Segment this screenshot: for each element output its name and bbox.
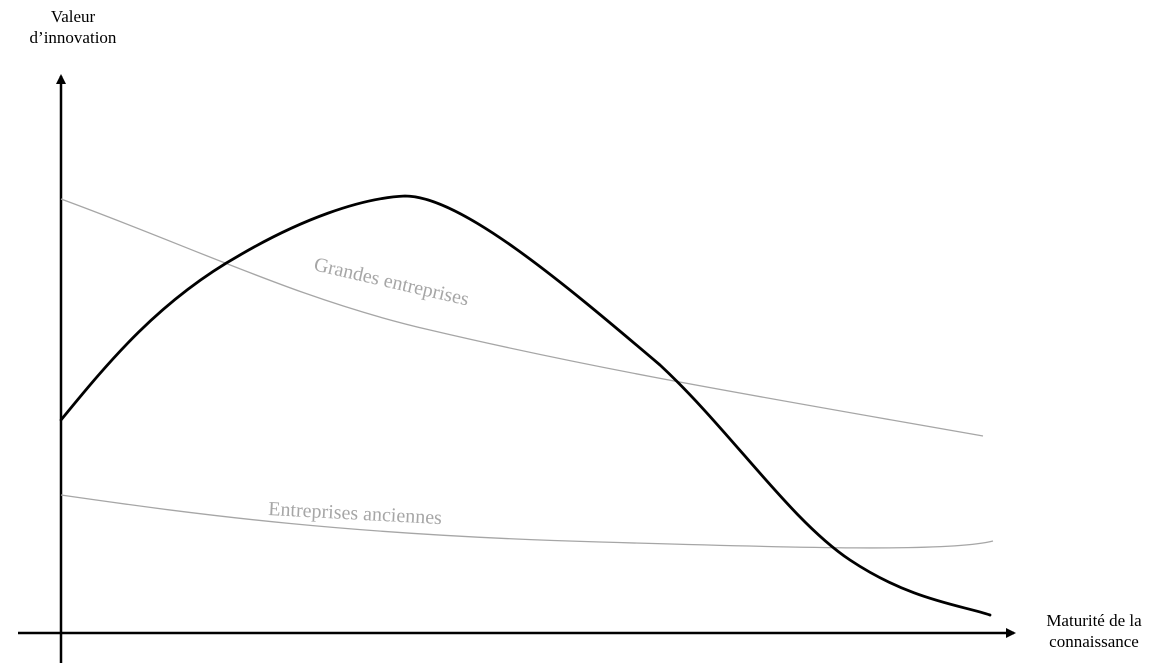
innovation-value-curve	[59, 194, 992, 617]
x-axis-label-line1: Maturité de la	[1046, 611, 1142, 630]
y-axis-label: Valeur d’innovation	[8, 6, 138, 49]
grandes-entreprises-curve	[60, 198, 984, 437]
y-axis-label-line2: d’innovation	[29, 28, 117, 48]
x-axis-label-line2: connaissance	[1049, 632, 1139, 652]
y-axis-label-line1: Valeur	[50, 7, 96, 26]
entreprises-anciennes-curve	[60, 494, 994, 549]
grandes-entreprises-label: Grandes entreprises	[312, 253, 471, 310]
x-axis-label: Maturité de la connaissance	[1020, 610, 1168, 653]
